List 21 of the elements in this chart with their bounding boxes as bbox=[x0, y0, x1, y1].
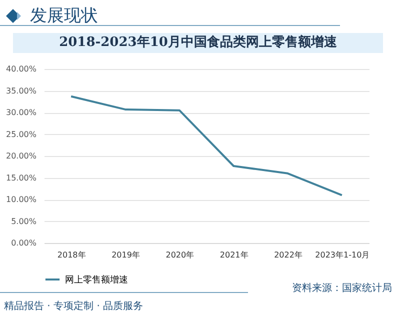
y-tick-label: 35.00% bbox=[6, 86, 37, 96]
y-tick-label: 0.00% bbox=[11, 238, 37, 248]
x-tick-label: 2018年 bbox=[57, 250, 86, 260]
text: 精品报告 · 专项定制 · 品质服务 bbox=[4, 300, 144, 312]
y-tick-label: 25.00% bbox=[6, 130, 37, 139]
chart-title: 2018-2023年10月中国食品类网上零售额增速 bbox=[13, 33, 383, 53]
y-tick-label: 10.00% bbox=[6, 195, 37, 204]
line-series bbox=[70, 95, 343, 196]
y-tick-label: 5.00% bbox=[11, 216, 37, 226]
x-tick-label: 2022年 bbox=[274, 250, 302, 260]
text: 资料来源：国家统计局 bbox=[292, 282, 392, 295]
x-tick-label: 2023年1-10月 bbox=[315, 250, 370, 260]
y-tick-label: 40.00% bbox=[6, 64, 37, 74]
y-tick-label: 20.00% bbox=[6, 152, 37, 160]
x-tick-label: 2021年 bbox=[220, 250, 248, 260]
x-tick-label: 2020年 bbox=[166, 250, 194, 260]
y-tick-label: 15.00% bbox=[6, 173, 37, 182]
legend-label: 网上零售额增速 bbox=[65, 274, 128, 286]
x-tick-label: 2019年 bbox=[112, 250, 140, 260]
text: 发展现状 bbox=[30, 5, 98, 27]
y-tick-label: 30.00% bbox=[6, 108, 37, 117]
